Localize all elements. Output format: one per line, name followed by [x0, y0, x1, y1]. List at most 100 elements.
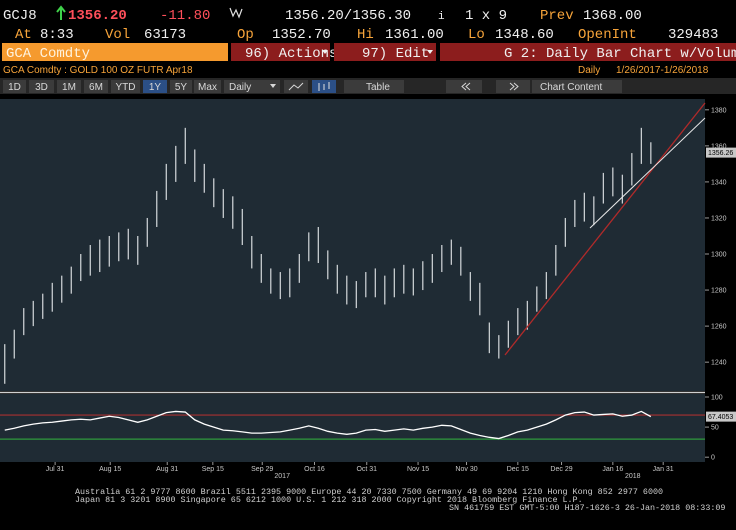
- x-tick-label: Oct 31: [356, 466, 377, 473]
- last-price-box: [706, 147, 736, 158]
- size: 1 x 9: [465, 8, 507, 24]
- last-price: 1356.20: [68, 8, 127, 24]
- x-tick-label: Oct 16: [304, 466, 325, 473]
- dropdown-arrow: [270, 84, 276, 88]
- x-tick-label: Nov 15: [407, 466, 429, 473]
- last-price-label: 1356.26: [708, 150, 733, 157]
- period: Daily: [578, 65, 600, 76]
- year-label: 2018: [625, 473, 641, 480]
- frequency: Daily: [229, 82, 251, 93]
- x-tick-label: Dec 29: [550, 466, 572, 473]
- y-tick-label: 1340: [711, 179, 727, 186]
- y-tick-label: 1280: [711, 288, 727, 295]
- y-tick-label: 1260: [711, 324, 727, 331]
- prev-label: Prev: [540, 8, 574, 24]
- back-button[interactable]: [446, 80, 482, 93]
- last-value-label: 67.4053: [708, 414, 733, 421]
- range-label: 1M: [62, 82, 76, 93]
- table: Table: [366, 82, 390, 93]
- ticker: GCJ8: [3, 8, 37, 24]
- open-label: Op: [237, 27, 254, 43]
- range-button[interactable]: [194, 80, 221, 93]
- range-button[interactable]: [143, 80, 167, 93]
- price-chart: 1240 1260 1280 1300 1320 1340 1360 1380 1356.26: [4, 107, 736, 384]
- range-label: YTD: [116, 82, 136, 93]
- actions-button[interactable]: [231, 43, 330, 61]
- price-panel: [0, 99, 705, 391]
- x-tick-label: Nov 30: [455, 466, 477, 473]
- trendline[interactable]: [504, 102, 706, 356]
- range-button[interactable]: [29, 80, 54, 93]
- function: G 2: Daily Bar Chart w/Volume: [504, 46, 736, 62]
- y-tick-label: 0: [711, 455, 715, 462]
- y-tick-label: 1240: [711, 360, 727, 367]
- rsi-line: [4, 410, 652, 440]
- x-tick-label: Sep 29: [251, 466, 273, 473]
- bid-ask: 1356.20/1356.30: [285, 8, 411, 24]
- range-button[interactable]: [84, 80, 108, 93]
- chart-content-button[interactable]: [532, 80, 622, 93]
- actions: 96) Actions: [245, 46, 337, 62]
- rsi-panel: [0, 394, 705, 462]
- y-tick-label: 1320: [711, 215, 727, 222]
- footer-line: SN 461759 EST GMT-5:00 H187-1626-3 26-Ja…: [449, 503, 725, 513]
- x-tick-label: Sep 15: [202, 466, 224, 473]
- time: 8:33: [40, 27, 74, 43]
- x-tick-label: Jan 16: [602, 466, 623, 473]
- range-button[interactable]: [170, 80, 192, 93]
- y-tick-label: 100: [711, 395, 723, 402]
- chart-content: Chart Content: [540, 82, 602, 93]
- oi-label: OpenInt: [578, 27, 637, 43]
- footer-line: Japan 81 3 3201 8900 Singapore 65 6212 1…: [75, 495, 583, 505]
- y-tick-label: 1300: [711, 252, 727, 259]
- range-label: 6M: [89, 82, 103, 93]
- security-desc: GCA Comdty : GOLD 100 OZ FUTR Apr18: [3, 65, 193, 76]
- range-button[interactable]: [57, 80, 81, 93]
- low-label: Lo: [468, 27, 485, 43]
- y-tick-label: 50: [711, 425, 719, 432]
- range-label: 5Y: [175, 82, 188, 93]
- x-tick-label: Jul 31: [46, 466, 65, 473]
- date-range: 1/26/2017-1/26/2018: [616, 65, 709, 76]
- range-button[interactable]: [3, 80, 26, 93]
- change: -11.80: [160, 8, 210, 24]
- vol: 63173: [144, 27, 186, 43]
- y-tick-label: 1380: [711, 107, 727, 114]
- dropdown-arrow: [427, 50, 433, 54]
- vol-label: Vol: [105, 27, 130, 43]
- info[interactable]: i: [438, 11, 445, 23]
- rsi-chart: 0 50 100 67.4053 Jul 31 Aug 15 Aug 31 Sep 15 Sep…: [0, 395, 736, 480]
- bar-icon: [318, 82, 330, 91]
- oi: 329483: [668, 27, 718, 43]
- trendline[interactable]: [589, 117, 706, 229]
- back-icon: [461, 82, 471, 91]
- y-tick-label: 1360: [711, 143, 727, 150]
- high-label: Hi: [357, 27, 374, 43]
- security-box[interactable]: [2, 43, 228, 61]
- forward-icon: [509, 82, 519, 91]
- x-tick-label: Jan 31: [653, 466, 674, 473]
- last-value-box: [706, 411, 736, 422]
- range-label: 3D: [35, 82, 48, 93]
- line-icon: [288, 82, 304, 91]
- x-tick-label: Dec 15: [507, 466, 529, 473]
- range-label: 1Y: [149, 82, 162, 93]
- function-box: [440, 43, 736, 61]
- edit-button[interactable]: [334, 43, 436, 61]
- time-label: At: [15, 27, 32, 43]
- forward-button[interactable]: [496, 80, 530, 93]
- security: GCA Comdty: [6, 46, 90, 62]
- table-button[interactable]: [344, 80, 404, 93]
- range-label: Max: [198, 82, 217, 93]
- prev: 1368.00: [583, 8, 642, 24]
- low: 1348.60: [495, 27, 554, 43]
- x-tick-label: Aug 31: [156, 466, 178, 473]
- range-label: 1D: [8, 82, 21, 93]
- year-label: 2017: [274, 473, 290, 480]
- x-tick-label: Aug 15: [99, 466, 121, 473]
- range-button[interactable]: [111, 80, 140, 93]
- footer-line: Australia 61 2 9777 8600 Brazil 5511 239…: [75, 487, 663, 497]
- frequency-button[interactable]: [224, 80, 280, 93]
- edit: 97) Edit: [362, 46, 429, 62]
- spark-icon[interactable]: [229, 7, 243, 19]
